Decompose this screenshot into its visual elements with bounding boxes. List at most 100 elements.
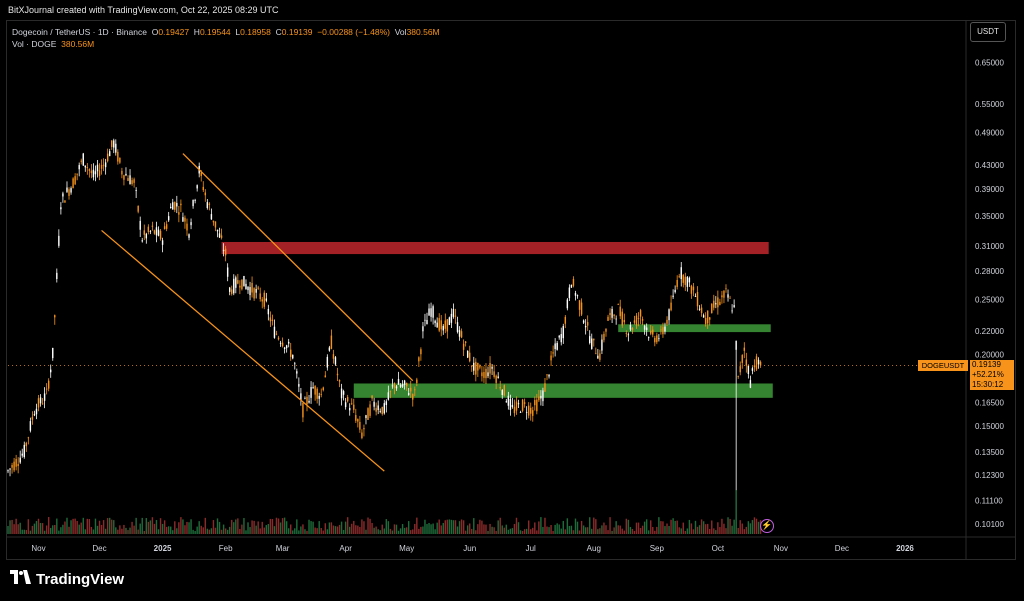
volume-bar xyxy=(656,526,658,534)
volume-bar xyxy=(25,529,28,534)
candle-body xyxy=(507,395,510,406)
y-tick-label: 0.10100 xyxy=(975,520,1004,529)
candle-body xyxy=(322,387,324,391)
volume-bar xyxy=(117,529,119,534)
candle-body xyxy=(438,318,440,331)
candle-body xyxy=(249,287,251,296)
volume-bar xyxy=(106,518,109,534)
volume-bar xyxy=(94,518,97,534)
volume-bar xyxy=(37,518,40,534)
candle-body xyxy=(609,312,611,316)
volume-bar xyxy=(155,520,158,534)
candle-body xyxy=(395,386,398,389)
volume-bar xyxy=(273,526,276,534)
tradingview-mark-icon xyxy=(10,570,32,588)
currency-button[interactable]: USDT xyxy=(970,22,1006,42)
candle-body xyxy=(279,342,282,344)
candle-body xyxy=(64,200,66,203)
candle-body xyxy=(517,403,520,405)
volume-bar xyxy=(674,520,676,534)
volume-bar xyxy=(639,527,642,534)
candle-body xyxy=(523,402,526,404)
volume-bar xyxy=(491,526,493,534)
volume-bar xyxy=(92,529,95,534)
volume-bar xyxy=(43,530,46,534)
candle-body xyxy=(698,308,701,310)
x-tick-label: Nov xyxy=(774,544,788,553)
volume-bar xyxy=(428,523,430,534)
chart-frame[interactable] xyxy=(6,20,1016,560)
candle-body xyxy=(619,306,621,317)
volume-bar xyxy=(597,529,599,534)
volume-bar xyxy=(497,520,499,534)
vol-value: 380.56M xyxy=(406,27,440,37)
candle-body xyxy=(348,407,351,411)
candle-body xyxy=(11,465,13,468)
volume-bar xyxy=(72,518,74,534)
candle-body xyxy=(727,294,729,298)
candle-body xyxy=(615,318,617,320)
volume-bar xyxy=(692,529,695,534)
lightning-icon[interactable]: ⚡ xyxy=(760,519,774,533)
candle-body xyxy=(420,349,422,355)
candle-body xyxy=(426,320,428,325)
candle-body xyxy=(192,200,194,207)
volume-bar xyxy=(139,523,141,534)
candle-body xyxy=(206,202,209,208)
candle-body xyxy=(621,311,623,326)
candle-body xyxy=(129,175,131,185)
candle-body xyxy=(33,414,36,416)
volume-bar xyxy=(145,518,148,534)
candle-body xyxy=(493,371,495,377)
candle-body xyxy=(269,317,272,322)
volume-bar xyxy=(426,524,428,534)
volume-bar xyxy=(214,527,217,534)
candle-body xyxy=(353,404,355,410)
high-value: 0.19544 xyxy=(199,27,231,37)
candle-body xyxy=(78,165,80,170)
volume-bar xyxy=(33,523,36,534)
candle-body xyxy=(554,343,556,350)
volume-bar xyxy=(340,521,343,534)
candlestick-chart[interactable]: 0.65000 0.55000 0.49000 0.43000 0.39000 0.350… xyxy=(0,0,1024,562)
volume-bar xyxy=(737,527,739,534)
candle-body xyxy=(39,397,42,404)
candle-body xyxy=(757,359,760,365)
candle-body xyxy=(544,383,546,392)
volume-bar xyxy=(198,521,200,534)
volume-bar xyxy=(212,520,215,534)
legend-symbol[interactable]: Dogecoin / TetherUS · 1D · Binance xyxy=(12,27,147,37)
candle-body xyxy=(119,157,121,163)
candle-body xyxy=(174,201,176,210)
volume-bar xyxy=(574,518,577,534)
volume-indicator-label[interactable]: Vol · DOGE xyxy=(12,39,57,49)
candle-body xyxy=(241,279,243,290)
candle-body xyxy=(513,406,516,414)
volume-bar xyxy=(676,520,678,534)
candle-body xyxy=(346,397,349,402)
volume-bar xyxy=(727,517,729,534)
volume-bar xyxy=(108,517,111,534)
volume-bar xyxy=(586,527,589,534)
candle-body xyxy=(68,189,70,196)
volume-bar xyxy=(228,526,231,534)
candle-body xyxy=(182,217,184,222)
volume-bar xyxy=(100,524,103,534)
candle-body xyxy=(340,388,343,399)
candle-body xyxy=(111,140,113,147)
candle-body xyxy=(393,383,396,388)
volume-bar xyxy=(88,519,91,534)
candle-body xyxy=(15,459,17,467)
volume-bar xyxy=(407,521,410,534)
volume-bar xyxy=(312,521,314,534)
tradingview-logo[interactable]: TradingView xyxy=(10,570,124,588)
volume-bar xyxy=(501,525,503,534)
x-tick-label: Aug xyxy=(587,544,601,553)
candle-body xyxy=(25,442,28,447)
volume-bar xyxy=(283,517,286,534)
candle-body xyxy=(473,362,475,371)
volume-bar xyxy=(163,520,166,534)
candle-body xyxy=(446,319,449,332)
volume-bar xyxy=(127,530,129,534)
volume-bar xyxy=(78,524,80,534)
